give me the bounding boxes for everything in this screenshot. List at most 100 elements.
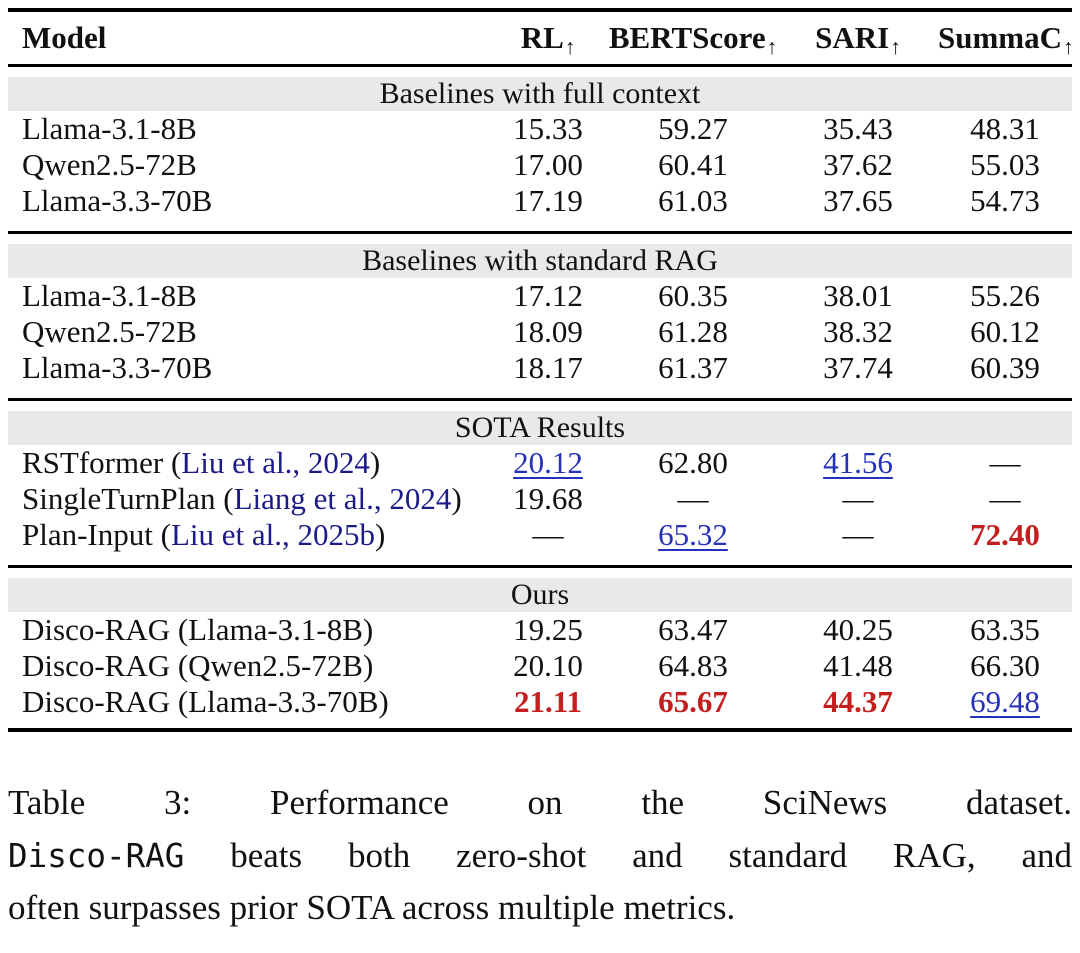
model-name: Llama-3.3-70B	[22, 183, 213, 218]
metric-value-rl: 20.10	[513, 648, 583, 683]
metric-value-sari: 41.48	[823, 648, 893, 683]
table-body: Baselines with full context Llama-3.1-8B 1…	[8, 77, 1072, 720]
caption-line-1: Table 3: Performance on the SciNews data…	[8, 783, 1072, 822]
header-rule	[8, 64, 1072, 67]
model-name: RSTformer (Liu et al., 2024)	[8, 445, 488, 481]
metric-value-sari: 41.56	[823, 445, 893, 480]
up-arrow-icon: ↑	[890, 34, 901, 59]
model-name: Disco-RAG (Llama-3.3-70B)	[22, 684, 389, 719]
metric-value-rl: 15.33	[513, 111, 583, 146]
model-name-text: SingleTurnPlan (	[22, 481, 234, 516]
table-row: Plan-Input (Liu et al., 2025b) — 65.32 — 72.…	[8, 517, 1072, 553]
metric-value-rl: 19.25	[513, 612, 583, 647]
column-header-summac: SummaC↑	[938, 12, 1074, 73]
metric-header-label: BERTScore	[608, 20, 766, 55]
metric-value-bertscore: 60.35	[658, 278, 728, 313]
caption-line-3: often surpasses prior SOTA across multip…	[8, 888, 736, 927]
metric-value-bertscore: 65.32	[658, 517, 728, 552]
column-header-model: Model	[22, 20, 107, 55]
section-title: Baselines with full context	[8, 77, 1072, 111]
metric-value-bertscore: 65.67	[658, 684, 728, 719]
metric-value-summac: 55.03	[970, 147, 1040, 182]
table-top-rule	[8, 8, 1072, 12]
metric-header-label: SARI	[815, 20, 890, 55]
metric-value-rl: 18.17	[513, 350, 583, 385]
column-header-rl: RL↑	[488, 12, 608, 73]
metric-value-summac: —	[989, 445, 1021, 480]
metric-value-rl: 19.68	[513, 481, 583, 516]
metric-value-bertscore: 59.27	[658, 111, 728, 146]
up-arrow-icon: ↑	[766, 34, 778, 59]
metric-value-rl: 17.12	[513, 278, 583, 313]
table-row: Qwen2.5-72B 17.00 60.41 37.62 55.03	[8, 147, 1072, 183]
metric-value-rl: —	[532, 517, 564, 552]
metric-value-sari: —	[842, 481, 874, 516]
section-title: SOTA Results	[8, 411, 1072, 445]
model-name: Plan-Input (Liu et al., 2025b)	[8, 517, 488, 553]
metric-value-bertscore: 63.47	[658, 612, 728, 647]
table-row: Llama-3.1-8B 15.33 59.27 35.43 48.31	[8, 111, 1072, 147]
metric-value-summac: 55.26	[970, 278, 1040, 313]
table-row: Disco-RAG (Llama-3.3-70B) 21.11 65.67 44.37…	[8, 684, 1072, 720]
metric-value-bertscore: 62.80	[658, 445, 728, 480]
metric-value-sari: 38.01	[823, 278, 893, 313]
citation-link[interactable]: Liu et al., 2024	[181, 445, 370, 480]
metric-value-rl: 18.09	[513, 314, 583, 349]
metric-value-bertscore: 61.28	[658, 314, 728, 349]
metric-value-bertscore: —	[677, 481, 709, 516]
metric-value-rl: 17.00	[513, 147, 583, 182]
citation-link[interactable]: Liu et al., 2025b	[170, 517, 375, 552]
table-row: RSTformer (Liu et al., 2024) 20.12 62.80 41…	[8, 445, 1072, 481]
metric-value-sari: 40.25	[823, 612, 893, 647]
metric-value-bertscore: 61.37	[658, 350, 728, 385]
metric-value-rl: 21.11	[513, 684, 583, 719]
model-name: Llama-3.1-8B	[22, 111, 197, 146]
metric-value-bertscore: 61.03	[658, 183, 728, 218]
metric-value-sari: 35.43	[823, 111, 893, 146]
metric-value-sari: 37.65	[823, 183, 893, 218]
model-name: SingleTurnPlan (Liang et al., 2024)	[8, 481, 488, 517]
model-name-text: )	[375, 517, 386, 552]
metric-header-label: SummaC	[938, 20, 1063, 55]
model-name: Disco-RAG (Qwen2.5-72B)	[22, 648, 374, 683]
section-divider-rule	[8, 231, 1072, 234]
metric-value-sari: 38.32	[823, 314, 893, 349]
table-bottom-rule	[8, 728, 1072, 732]
table-row: Llama-3.3-70B 18.17 61.37 37.74 60.39	[8, 350, 1072, 386]
caption-line-2: Disco-RAG beats both zero-shot and stand…	[8, 830, 1072, 883]
model-name: Qwen2.5-72B	[22, 147, 197, 182]
section-title: Baselines with standard RAG	[8, 244, 1072, 278]
table-caption: Table 3: Performance on the SciNews data…	[8, 777, 1072, 935]
metric-value-summac: 54.73	[970, 183, 1040, 218]
metric-value-bertscore: 60.41	[658, 147, 728, 182]
table-row: Disco-RAG (Llama-3.1-8B) 19.25 63.47 40.25 6…	[8, 612, 1072, 648]
model-name-text: )	[369, 445, 381, 480]
metric-value-sari: 37.62	[823, 147, 893, 182]
model-name-text: )	[451, 481, 462, 516]
table-row: Llama-3.3-70B 17.19 61.03 37.65 54.73	[8, 183, 1072, 219]
metric-value-summac: 66.30	[970, 648, 1040, 683]
model-name-text: Plan-Input (	[22, 517, 171, 552]
metric-value-summac: 60.12	[970, 314, 1040, 349]
model-name: Llama-3.3-70B	[22, 350, 213, 385]
model-name: Llama-3.1-8B	[22, 278, 197, 313]
model-name: Qwen2.5-72B	[22, 314, 197, 349]
metric-value-summac: 48.31	[970, 111, 1040, 146]
column-header-sari: SARI↑	[778, 12, 938, 73]
column-header-bertscore: BERTScore↑	[608, 12, 778, 73]
table-row: Disco-RAG (Qwen2.5-72B) 20.10 64.83 41.48 66…	[8, 648, 1072, 684]
up-arrow-icon: ↑	[1063, 34, 1074, 59]
model-name-text: RSTformer (	[22, 445, 182, 480]
metric-value-sari: 44.37	[823, 684, 893, 719]
table-row: Llama-3.1-8B 17.12 60.35 38.01 55.26	[8, 278, 1072, 314]
section-divider-rule	[8, 398, 1072, 401]
metric-value-summac: 72.40	[970, 517, 1040, 552]
section-divider-rule	[8, 565, 1072, 568]
citation-link[interactable]: Liang et al., 2024	[233, 481, 452, 516]
metric-value-sari: —	[842, 517, 874, 552]
table-row: Qwen2.5-72B 18.09 61.28 38.32 60.12	[8, 314, 1072, 350]
caption-line-2-rest: beats both zero-shot and standard RAG, a…	[184, 835, 1072, 875]
metric-value-rl: 17.19	[513, 183, 583, 218]
metric-value-sari: 37.74	[823, 350, 893, 385]
